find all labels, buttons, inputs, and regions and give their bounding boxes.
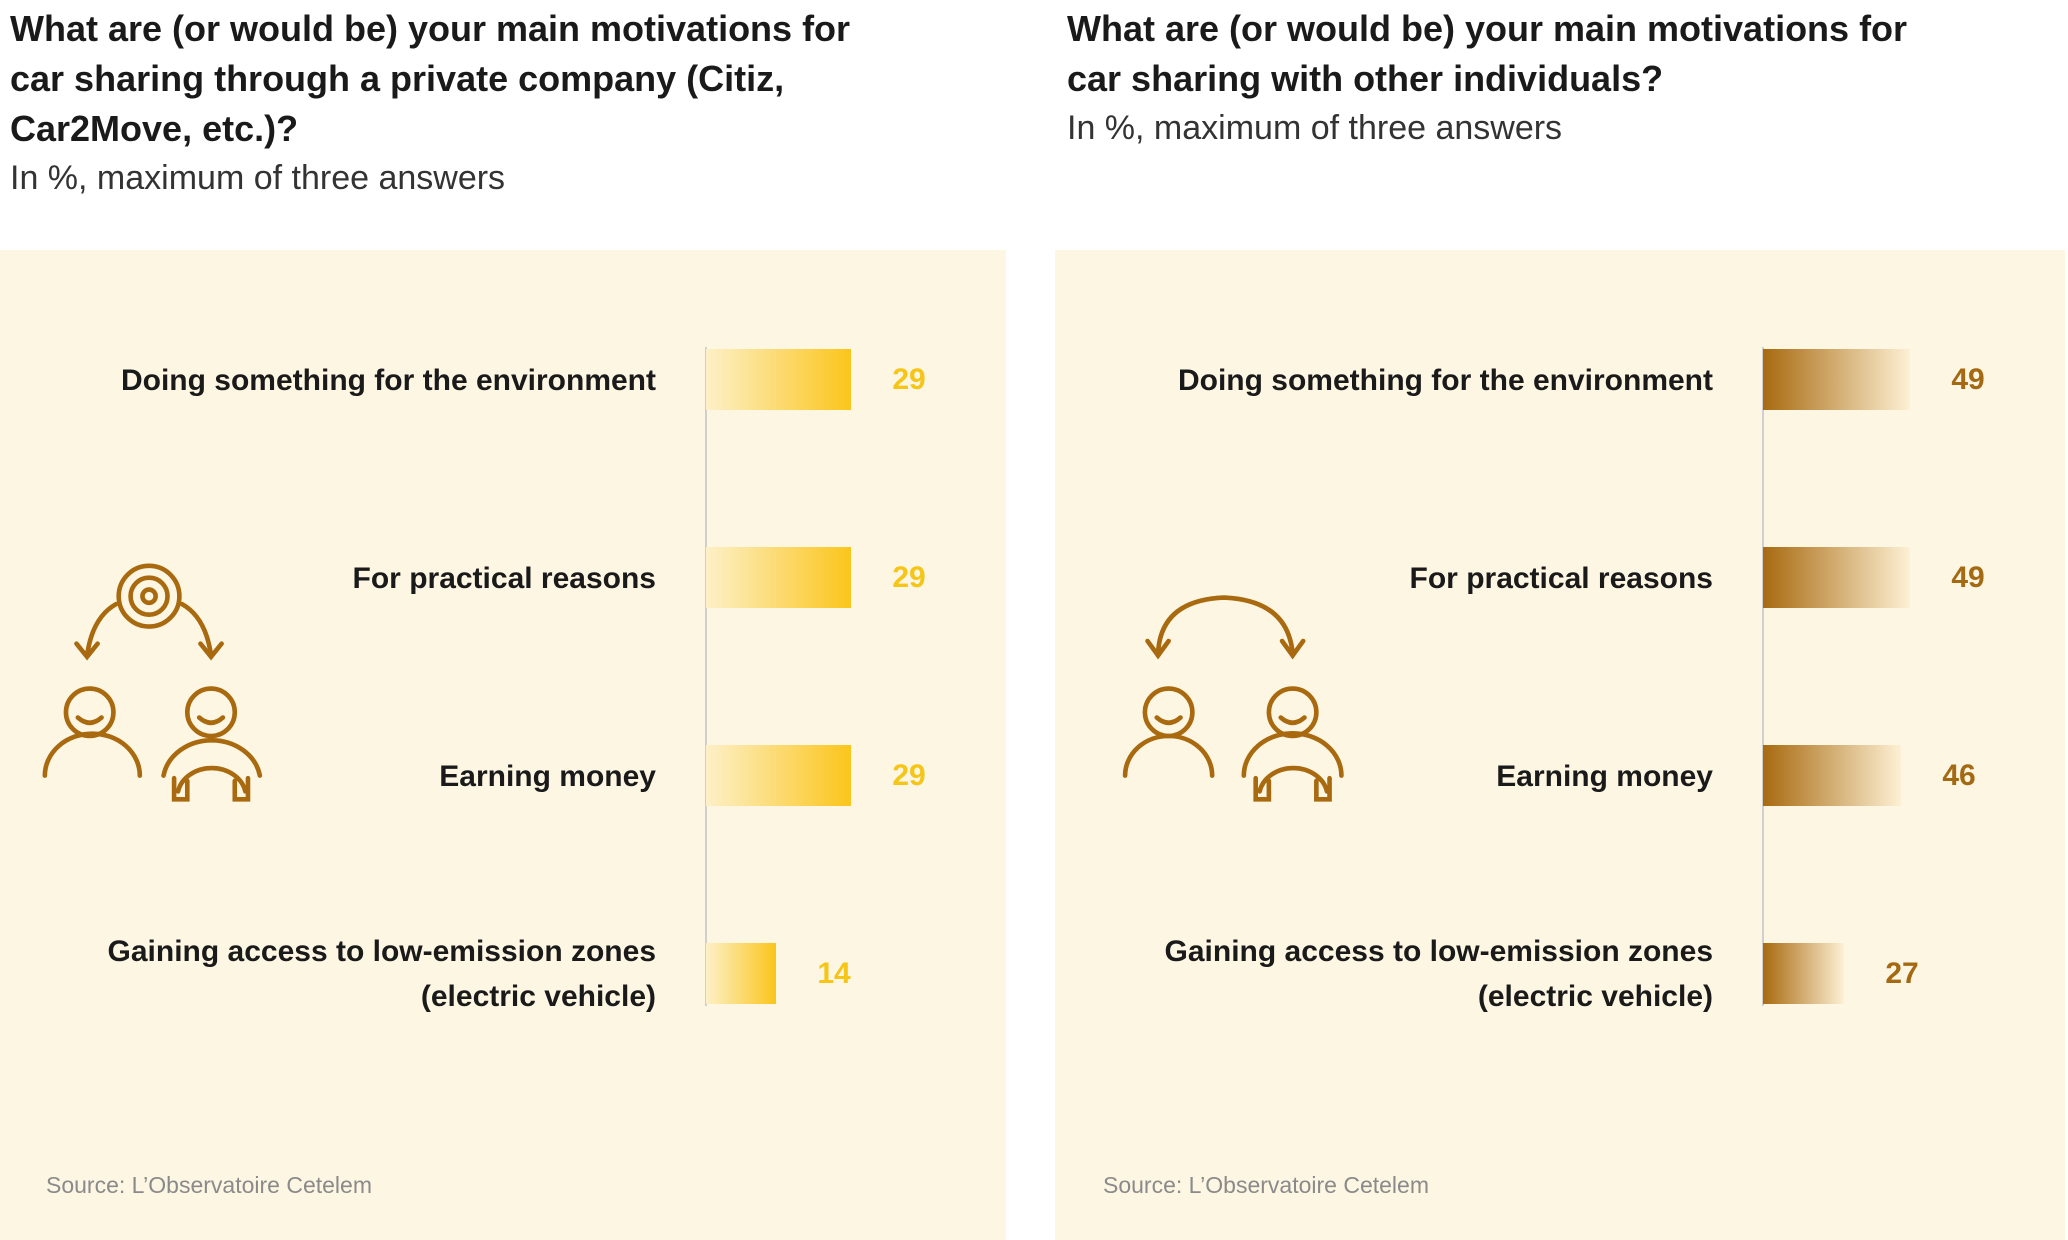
- bar: [706, 943, 776, 1004]
- source: Source: L’Observatoire Cetelem: [1103, 1172, 1429, 1198]
- value-label: 29: [892, 561, 926, 594]
- bar: [706, 547, 851, 608]
- category-label: Gaining access to low-emission zones (el…: [1164, 935, 1713, 1013]
- category-label: Doing something for the environment: [1177, 363, 1713, 397]
- category-label: Doing something for the environment: [120, 363, 656, 397]
- category-label: Gaining access to low-emission zones (el…: [107, 935, 656, 1013]
- value-label: 49: [1951, 363, 1985, 396]
- chart-subtitle: In %, maximum of three answers: [1067, 109, 1563, 147]
- value-label: 29: [892, 363, 926, 396]
- value-label: 14: [817, 957, 851, 990]
- category-label: Earning money: [1496, 759, 1713, 793]
- chart-subtitle: In %, maximum of three answers: [10, 159, 506, 197]
- bar: [1763, 547, 1910, 608]
- icon-company: [42, 563, 263, 802]
- bar: [706, 745, 851, 806]
- value-label: 49: [1951, 561, 1985, 594]
- value-label: 27: [1885, 957, 1919, 990]
- value-label: 29: [892, 759, 926, 792]
- source: Source: L’Observatoire Cetelem: [46, 1172, 372, 1198]
- bar: [1763, 745, 1901, 806]
- category-label: For practical reasons: [1409, 561, 1713, 595]
- bar: [706, 349, 851, 410]
- bar: [1763, 349, 1910, 410]
- category-label: For practical reasons: [352, 561, 656, 595]
- value-label: 46: [1942, 759, 1976, 792]
- chart-title: What are (or would be) your main motivat…: [10, 4, 910, 202]
- icon-individuals: [1122, 595, 1344, 802]
- bar: [1763, 943, 1844, 1004]
- chart-title: What are (or would be) your main motivat…: [1067, 4, 1967, 152]
- category-label: Earning money: [439, 759, 656, 793]
